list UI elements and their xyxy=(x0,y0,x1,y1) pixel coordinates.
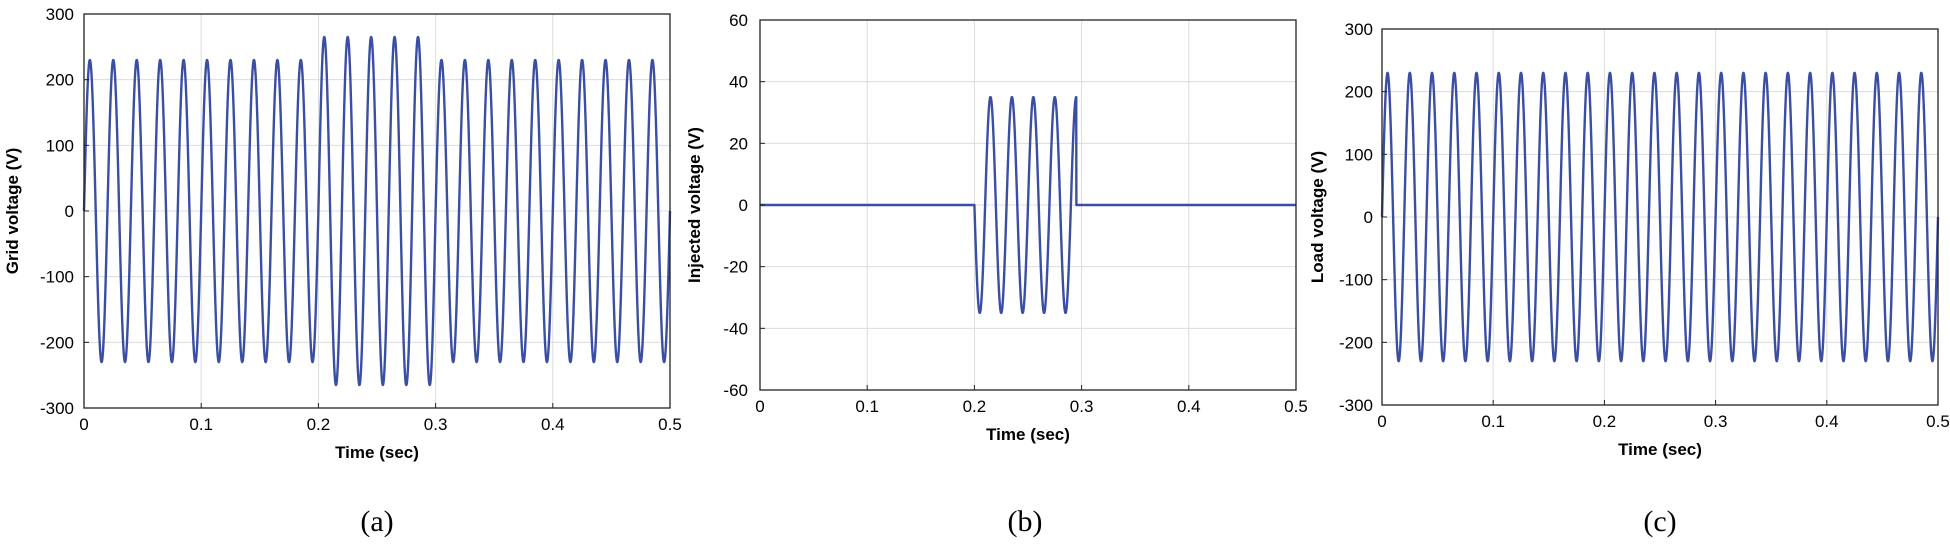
x-tick-label: 0.5 xyxy=(658,415,682,434)
x-axis-label: Time (sec) xyxy=(1618,440,1702,459)
y-tick-label: -300 xyxy=(40,399,74,418)
y-tick-label: -20 xyxy=(723,258,748,277)
y-tick-label: 40 xyxy=(729,73,748,92)
y-tick-label: -200 xyxy=(1339,333,1373,352)
series-line-injected-voltage xyxy=(758,95,1298,315)
y-tick-label: -100 xyxy=(40,268,74,287)
y-tick-label: 200 xyxy=(1345,83,1373,102)
chart-panel-3: 0 0.1 0.2 0.3 0.4 0.5 -300 -200 -100 0 100 200 300 Ti… xyxy=(1308,20,1950,538)
x-tick-label: 0.4 xyxy=(541,415,565,434)
y-tick-label: 100 xyxy=(46,136,74,155)
x-tick-label: 0.3 xyxy=(1704,412,1728,431)
y-axis-label: Grid voltage (V) xyxy=(3,148,22,275)
x-tick-label: 0 xyxy=(1377,412,1386,431)
y-tick-label: -100 xyxy=(1339,271,1373,290)
x-axis-label: Time (sec) xyxy=(986,425,1070,444)
x-tick-label: 0.1 xyxy=(1481,412,1505,431)
x-tick-label: 0.4 xyxy=(1177,397,1201,416)
x-tick-label: 0.1 xyxy=(855,397,879,416)
x-tick-label: 0 xyxy=(79,415,88,434)
panel-label: (c) xyxy=(1643,505,1676,538)
chart-panel-1: 0 0.1 0.2 0.3 0.4 0.5 -300 -200 -100 0 100 200 300 Ti… xyxy=(3,5,682,538)
y-tick-label: -40 xyxy=(723,319,748,338)
panel-label: (a) xyxy=(360,505,393,538)
x-tick-label: 0.4 xyxy=(1815,412,1839,431)
y-tick-label: 20 xyxy=(729,134,748,153)
y-tick-label: 0 xyxy=(739,196,748,215)
y-tick-label: 200 xyxy=(46,71,74,90)
y-tick-label: 100 xyxy=(1345,145,1373,164)
x-axis-label: Time (sec) xyxy=(335,443,419,462)
y-tick-label: 300 xyxy=(46,5,74,24)
y-tick-label: -300 xyxy=(1339,396,1373,415)
x-tick-label: 0.3 xyxy=(1070,397,1094,416)
y-axis-label: Load voltage (V) xyxy=(1308,151,1327,283)
x-tick-label: 0.5 xyxy=(1284,397,1308,416)
x-tick-label: 0.5 xyxy=(1926,412,1950,431)
x-tick-label: 0.2 xyxy=(307,415,331,434)
x-tick-label: 0.2 xyxy=(1593,412,1617,431)
y-tick-label: 0 xyxy=(65,202,74,221)
chart-panel-2: 0 0.1 0.2 0.3 0.4 0.5 -60 -40 -20 0 20 40 60 Time (se… xyxy=(685,11,1308,538)
x-tick-label: 0.1 xyxy=(189,415,213,434)
y-tick-label: 300 xyxy=(1345,20,1373,39)
x-tick-label: 0.3 xyxy=(424,415,448,434)
series-line-grid-voltage xyxy=(82,35,672,387)
y-tick-label: 0 xyxy=(1364,208,1373,227)
y-tick-label: -200 xyxy=(40,333,74,352)
panel-label: (b) xyxy=(1008,505,1043,538)
x-tick-label: 0 xyxy=(755,397,764,416)
y-tick-label: 60 xyxy=(729,11,748,30)
series-line-load-voltage xyxy=(1380,71,1940,363)
x-tick-label: 0.2 xyxy=(963,397,987,416)
y-tick-label: -60 xyxy=(723,381,748,400)
y-axis-label: Injected voltage (V) xyxy=(685,127,704,283)
